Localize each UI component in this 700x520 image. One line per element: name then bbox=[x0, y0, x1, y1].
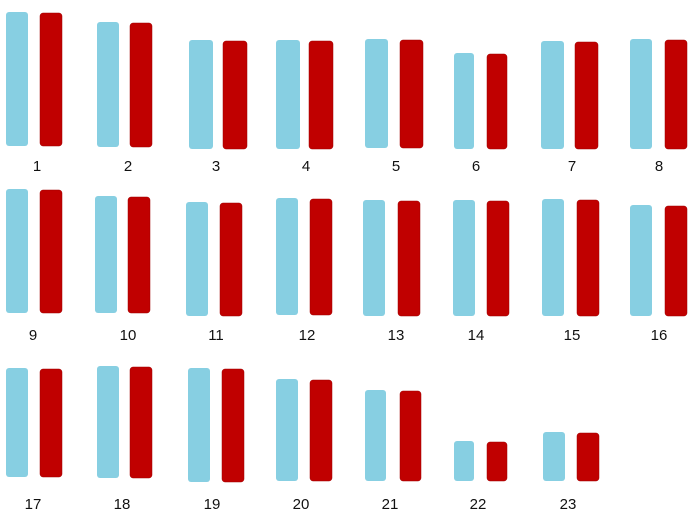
red-bar bbox=[486, 53, 508, 150]
pair-label: 18 bbox=[114, 496, 131, 513]
blue-bar bbox=[542, 199, 564, 316]
blue-bar bbox=[276, 379, 298, 481]
red-bar bbox=[39, 189, 63, 314]
pair-label: 8 bbox=[655, 158, 663, 175]
red-bar bbox=[127, 196, 151, 314]
pair-label: 3 bbox=[212, 158, 220, 175]
blue-bar bbox=[188, 368, 210, 482]
red-bar bbox=[39, 12, 63, 147]
red-bar bbox=[397, 200, 421, 317]
red-bar bbox=[576, 432, 600, 482]
blue-bar bbox=[543, 432, 565, 481]
pair-label: 22 bbox=[470, 496, 487, 513]
blue-bar bbox=[363, 200, 385, 316]
pair-label: 9 bbox=[29, 327, 37, 344]
blue-bar bbox=[453, 200, 475, 316]
blue-bar bbox=[95, 196, 117, 313]
pair-label: 14 bbox=[468, 327, 485, 344]
pair-label: 15 bbox=[564, 327, 581, 344]
pair-label: 10 bbox=[120, 327, 137, 344]
red-bar bbox=[399, 390, 422, 482]
pair-label: 1 bbox=[33, 158, 41, 175]
pair-label: 5 bbox=[392, 158, 400, 175]
red-bar bbox=[222, 40, 248, 150]
blue-bar bbox=[365, 39, 388, 148]
red-bar bbox=[129, 366, 153, 479]
pair-label: 7 bbox=[568, 158, 576, 175]
pair-label: 19 bbox=[204, 496, 221, 513]
pair-label: 12 bbox=[299, 327, 316, 344]
pair-label: 23 bbox=[560, 496, 577, 513]
red-bar bbox=[664, 39, 688, 150]
red-bar bbox=[129, 22, 153, 148]
pair-label: 17 bbox=[25, 496, 42, 513]
blue-bar bbox=[189, 40, 213, 149]
blue-bar bbox=[97, 22, 119, 147]
blue-bar bbox=[276, 40, 300, 149]
blue-bar bbox=[630, 39, 652, 149]
red-bar bbox=[576, 199, 600, 317]
blue-bar bbox=[97, 366, 119, 478]
red-bar bbox=[486, 441, 508, 482]
red-bar bbox=[486, 200, 510, 317]
blue-bar bbox=[276, 198, 298, 315]
blue-bar bbox=[6, 189, 28, 313]
blue-bar bbox=[6, 12, 28, 146]
red-bar bbox=[308, 40, 334, 150]
pair-label: 4 bbox=[302, 158, 310, 175]
pair-label: 2 bbox=[124, 158, 132, 175]
blue-bar bbox=[630, 205, 652, 316]
blue-bar bbox=[6, 368, 28, 477]
red-bar bbox=[574, 41, 599, 150]
pair-label: 16 bbox=[651, 327, 668, 344]
red-bar bbox=[399, 39, 424, 149]
red-bar bbox=[219, 202, 243, 317]
pair-label: 11 bbox=[208, 327, 224, 344]
pair-label: 21 bbox=[382, 496, 399, 513]
pair-label: 13 bbox=[388, 327, 405, 344]
blue-bar bbox=[365, 390, 386, 481]
blue-bar bbox=[541, 41, 564, 149]
blue-bar bbox=[186, 202, 208, 316]
blue-bar bbox=[454, 53, 474, 149]
blue-bar bbox=[454, 441, 474, 481]
pair-label: 20 bbox=[293, 496, 310, 513]
red-bar bbox=[39, 368, 63, 478]
red-bar bbox=[664, 205, 688, 317]
red-bar bbox=[309, 379, 333, 482]
red-bar bbox=[309, 198, 333, 316]
red-bar bbox=[221, 368, 245, 483]
pair-label: 6 bbox=[472, 158, 480, 175]
